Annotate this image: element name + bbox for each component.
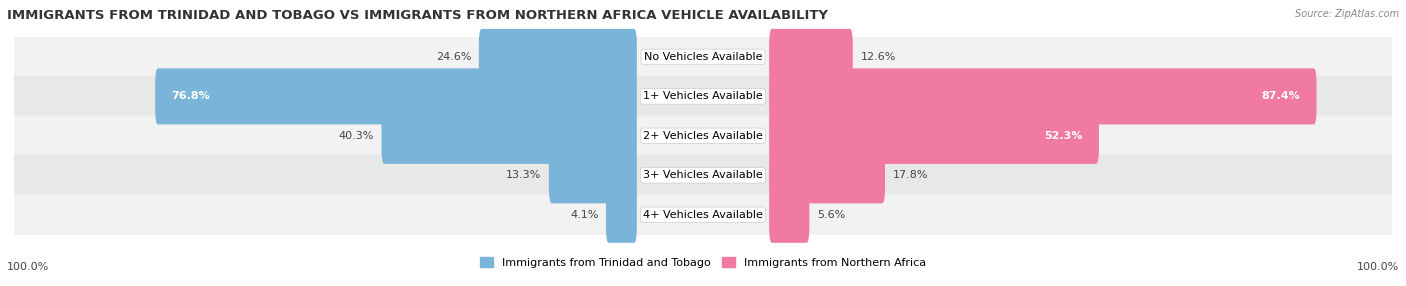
Text: 12.6%: 12.6% xyxy=(860,52,896,62)
FancyBboxPatch shape xyxy=(14,76,1392,117)
Text: No Vehicles Available: No Vehicles Available xyxy=(644,52,762,62)
Text: 24.6%: 24.6% xyxy=(436,52,471,62)
Text: 13.3%: 13.3% xyxy=(506,170,541,180)
FancyBboxPatch shape xyxy=(769,187,810,243)
Text: 87.4%: 87.4% xyxy=(1261,92,1301,101)
Text: 76.8%: 76.8% xyxy=(172,92,211,101)
FancyBboxPatch shape xyxy=(14,194,1392,235)
FancyBboxPatch shape xyxy=(769,29,853,85)
FancyBboxPatch shape xyxy=(769,68,1316,124)
Text: IMMIGRANTS FROM TRINIDAD AND TOBAGO VS IMMIGRANTS FROM NORTHERN AFRICA VEHICLE A: IMMIGRANTS FROM TRINIDAD AND TOBAGO VS I… xyxy=(7,9,828,21)
Text: 17.8%: 17.8% xyxy=(893,170,928,180)
FancyBboxPatch shape xyxy=(769,108,1099,164)
Legend: Immigrants from Trinidad and Tobago, Immigrants from Northern Africa: Immigrants from Trinidad and Tobago, Imm… xyxy=(475,253,931,272)
Text: 52.3%: 52.3% xyxy=(1045,131,1083,141)
Text: 100.0%: 100.0% xyxy=(7,262,49,272)
Text: 3+ Vehicles Available: 3+ Vehicles Available xyxy=(643,170,763,180)
Text: Source: ZipAtlas.com: Source: ZipAtlas.com xyxy=(1295,9,1399,19)
Text: 40.3%: 40.3% xyxy=(339,131,374,141)
FancyBboxPatch shape xyxy=(155,68,637,124)
Text: 1+ Vehicles Available: 1+ Vehicles Available xyxy=(643,92,763,101)
Text: 4.1%: 4.1% xyxy=(569,210,599,220)
FancyBboxPatch shape xyxy=(14,155,1392,196)
FancyBboxPatch shape xyxy=(606,187,637,243)
FancyBboxPatch shape xyxy=(14,36,1392,78)
FancyBboxPatch shape xyxy=(548,147,637,203)
FancyBboxPatch shape xyxy=(14,115,1392,156)
Text: 5.6%: 5.6% xyxy=(817,210,845,220)
FancyBboxPatch shape xyxy=(479,29,637,85)
Text: 100.0%: 100.0% xyxy=(1357,262,1399,272)
FancyBboxPatch shape xyxy=(381,108,637,164)
FancyBboxPatch shape xyxy=(769,147,884,203)
Text: 2+ Vehicles Available: 2+ Vehicles Available xyxy=(643,131,763,141)
Text: 4+ Vehicles Available: 4+ Vehicles Available xyxy=(643,210,763,220)
